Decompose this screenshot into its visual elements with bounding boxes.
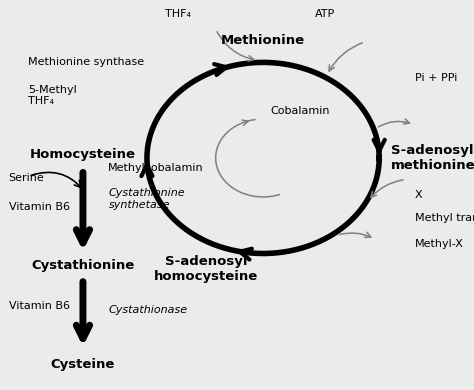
Text: S-adenosyl
methionine: S-adenosyl methionine xyxy=(391,144,474,172)
Text: Methionine synthase: Methionine synthase xyxy=(28,57,145,67)
Text: Cystathionine
synthetase: Cystathionine synthetase xyxy=(109,188,186,210)
Text: Methylcobalamin: Methylcobalamin xyxy=(108,163,204,173)
Text: Methyl-X: Methyl-X xyxy=(415,239,464,249)
Text: Serine: Serine xyxy=(9,173,44,183)
Text: ATP: ATP xyxy=(315,9,335,19)
Text: Cobalamin: Cobalamin xyxy=(270,106,330,116)
Text: THF₄: THF₄ xyxy=(165,9,191,19)
Text: S-adenosyl
homocysteine: S-adenosyl homocysteine xyxy=(154,255,258,283)
Text: Vitamin B6: Vitamin B6 xyxy=(9,301,70,311)
Text: Homocysteine: Homocysteine xyxy=(30,147,136,161)
Text: Vitamin B6: Vitamin B6 xyxy=(9,202,70,212)
Text: X: X xyxy=(415,190,422,200)
Text: Methionine: Methionine xyxy=(221,34,305,48)
Text: Methyl transferase: Methyl transferase xyxy=(415,213,474,223)
Text: Cystathionine: Cystathionine xyxy=(31,259,135,272)
Text: Cysteine: Cysteine xyxy=(51,358,115,371)
Text: Pi + PPi: Pi + PPi xyxy=(415,73,457,83)
Text: 5-Methyl
THF₄: 5-Methyl THF₄ xyxy=(28,85,77,106)
Text: Cystathionase: Cystathionase xyxy=(109,305,188,315)
